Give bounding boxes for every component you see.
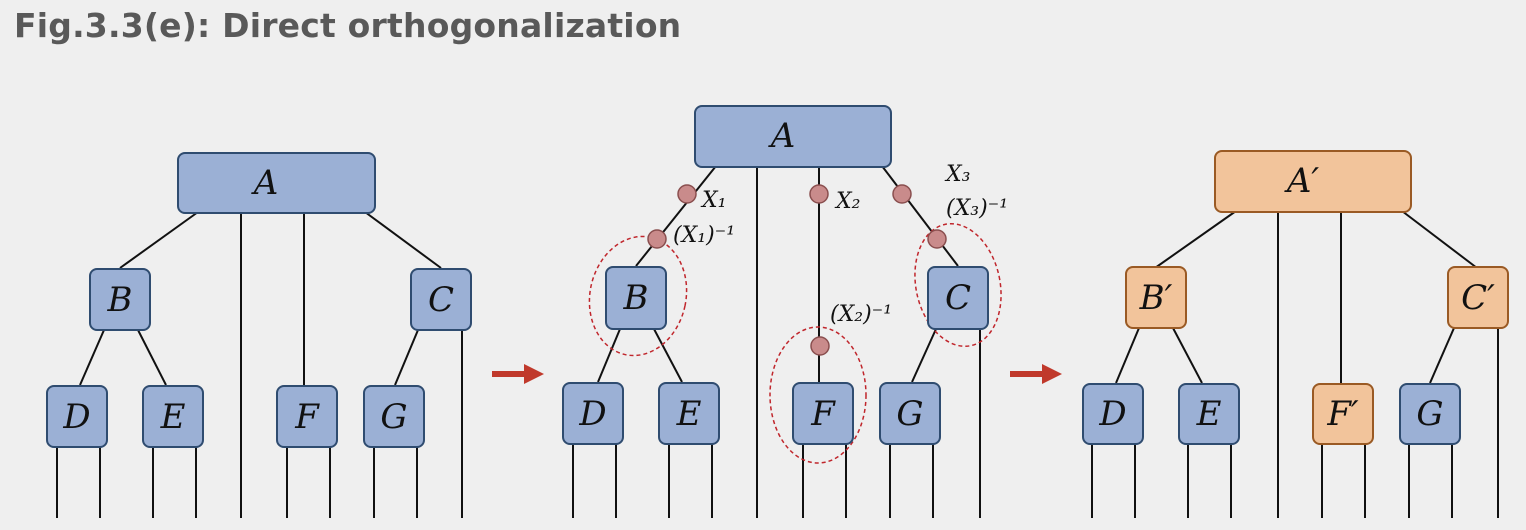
bond-c-g: [911, 328, 937, 383]
node-f: [276, 385, 338, 448]
node-e-label: E: [676, 394, 702, 434]
node-b-label: B: [107, 280, 133, 320]
node-g-label: G: [896, 394, 923, 434]
node-b: [89, 268, 151, 331]
node-g: [1399, 383, 1461, 445]
node-c: [410, 268, 472, 331]
node-c-label: C: [428, 280, 454, 320]
gate-x1: [677, 184, 697, 204]
highlight-ring-f: [769, 326, 867, 464]
transform-arrow-1: [492, 364, 544, 384]
bond-b-d: [79, 329, 105, 386]
node-a: [694, 105, 892, 168]
bond-b-e: [653, 328, 683, 383]
gate-x1-inverse-label: (X₁)⁻¹: [673, 223, 735, 248]
gate-x3-label: X₃: [944, 162, 970, 187]
gate-x3: [892, 184, 912, 204]
node-e: [658, 382, 720, 445]
gate-x3-inverse: [927, 229, 947, 249]
bond-b-d: [1115, 327, 1140, 384]
node-f-prime: [1312, 383, 1374, 445]
node-a-prime-label: A′: [1284, 161, 1320, 201]
node-e-label: E: [160, 397, 186, 437]
node-e-label: E: [1196, 394, 1222, 434]
node-c: [927, 266, 989, 330]
bond-a-c: [364, 211, 442, 269]
bond-a-c: [881, 165, 959, 267]
bond-b-e: [137, 329, 167, 386]
node-d-label: D: [578, 394, 606, 434]
panel-gauge-insertion: A B C D E F G X₁ (X₁)⁻¹ X₂ (X₂)⁻¹ X₃ (X₃…: [562, 105, 1008, 518]
node-e: [1178, 383, 1240, 445]
node-g-label: G: [1416, 394, 1443, 434]
node-f-label: F: [810, 394, 836, 434]
node-c-prime-label: C′: [1461, 278, 1495, 318]
node-a: [177, 152, 376, 214]
bond-b-e: [1172, 327, 1203, 384]
gate-x2: [809, 184, 829, 204]
node-f: [792, 382, 854, 445]
node-b-label: B: [623, 278, 649, 318]
gate-x2-inverse-label: (X₂)⁻¹: [830, 302, 892, 327]
node-g: [879, 382, 941, 445]
node-a-label: A: [768, 116, 796, 156]
node-b-prime: [1125, 266, 1187, 329]
bond-a-b: [119, 211, 199, 269]
node-a-label: A: [251, 163, 279, 203]
node-d-label: D: [62, 397, 90, 437]
gate-x3-inverse-label: (X₃)⁻¹: [946, 196, 1008, 221]
node-g-label: G: [380, 397, 407, 437]
gate-x2-label: X₂: [834, 189, 860, 214]
transform-arrow-2: [1010, 364, 1062, 384]
node-b-prime-label: B′: [1139, 278, 1173, 318]
node-d: [1082, 383, 1144, 445]
node-f-label: F: [294, 397, 320, 437]
bond-b-d: [597, 328, 621, 383]
bond-c-g: [394, 329, 419, 386]
node-d: [562, 382, 624, 445]
node-a-prime: [1214, 150, 1412, 213]
highlight-ring-c: [914, 222, 1002, 348]
node-e: [142, 385, 204, 448]
gate-x2-inverse: [810, 336, 830, 356]
node-c-label: C: [945, 278, 971, 318]
panel-original: A B C D E F G: [46, 152, 472, 518]
gate-x1-label: X₁: [700, 188, 726, 213]
bond-a-b: [635, 165, 717, 267]
bond-c-g: [1429, 327, 1455, 384]
node-b: [605, 266, 667, 330]
node-d: [46, 385, 108, 448]
bond-a-c: [1401, 210, 1478, 269]
node-c-prime: [1447, 266, 1509, 329]
gate-x1-inverse: [647, 229, 667, 249]
node-f-prime-label: F′: [1326, 394, 1359, 434]
figure-title: Fig.3.3(e): Direct orthogonalization: [14, 6, 682, 45]
bond-a-b: [1154, 210, 1237, 269]
node-g: [363, 385, 425, 448]
panel-orthogonalized: A′ B′ C′ D E F′ G: [1082, 150, 1509, 518]
node-d-label: D: [1098, 394, 1126, 434]
